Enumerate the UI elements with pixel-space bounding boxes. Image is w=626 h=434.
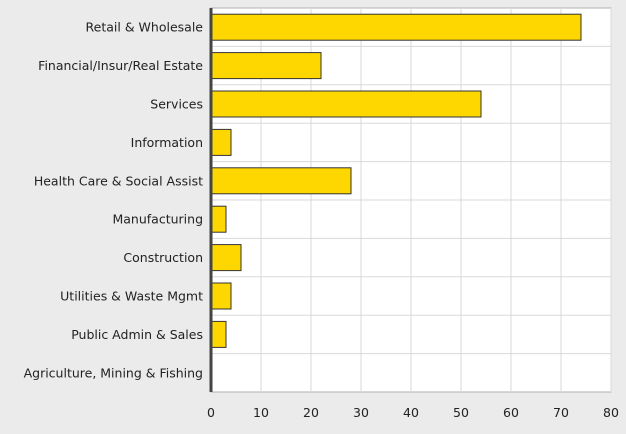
category-label: Agriculture, Mining & Fishing xyxy=(24,365,203,380)
category-label: Construction xyxy=(123,250,203,265)
grid-lines xyxy=(211,8,612,392)
bar xyxy=(210,205,227,233)
bar xyxy=(210,282,232,310)
category-label: Retail & Wholesale xyxy=(86,20,204,35)
bar xyxy=(210,52,322,80)
x-tick-label: 80 xyxy=(603,405,619,420)
bar xyxy=(210,167,352,195)
bar xyxy=(210,128,232,156)
bar xyxy=(210,90,482,118)
bars xyxy=(210,13,582,348)
category-label: Information xyxy=(131,135,203,150)
category-label: Utilities & Waste Mgmt xyxy=(60,289,203,304)
x-tick-label: 10 xyxy=(253,405,269,420)
x-tick-label: 70 xyxy=(553,405,569,420)
x-tick-label: 40 xyxy=(403,405,419,420)
category-labels: Retail & Wholesale Financial/Insur/Real E… xyxy=(24,20,204,381)
x-tick-label: 50 xyxy=(453,405,469,420)
x-axis-ticks: 0 10 20 30 40 50 60 70 80 xyxy=(207,405,619,420)
x-tick-label: 0 xyxy=(207,405,215,420)
x-tick-label: 20 xyxy=(303,405,319,420)
bar xyxy=(210,320,227,348)
category-label: Public Admin & Sales xyxy=(71,327,203,342)
bar xyxy=(210,13,582,41)
bar xyxy=(210,244,242,272)
category-label: Services xyxy=(150,97,203,112)
x-tick-label: 30 xyxy=(353,405,369,420)
category-label: Manufacturing xyxy=(112,212,203,227)
category-label: Health Care & Social Assist xyxy=(34,173,203,188)
category-label: Financial/Insur/Real Estate xyxy=(38,58,203,73)
x-tick-label: 60 xyxy=(503,405,519,420)
